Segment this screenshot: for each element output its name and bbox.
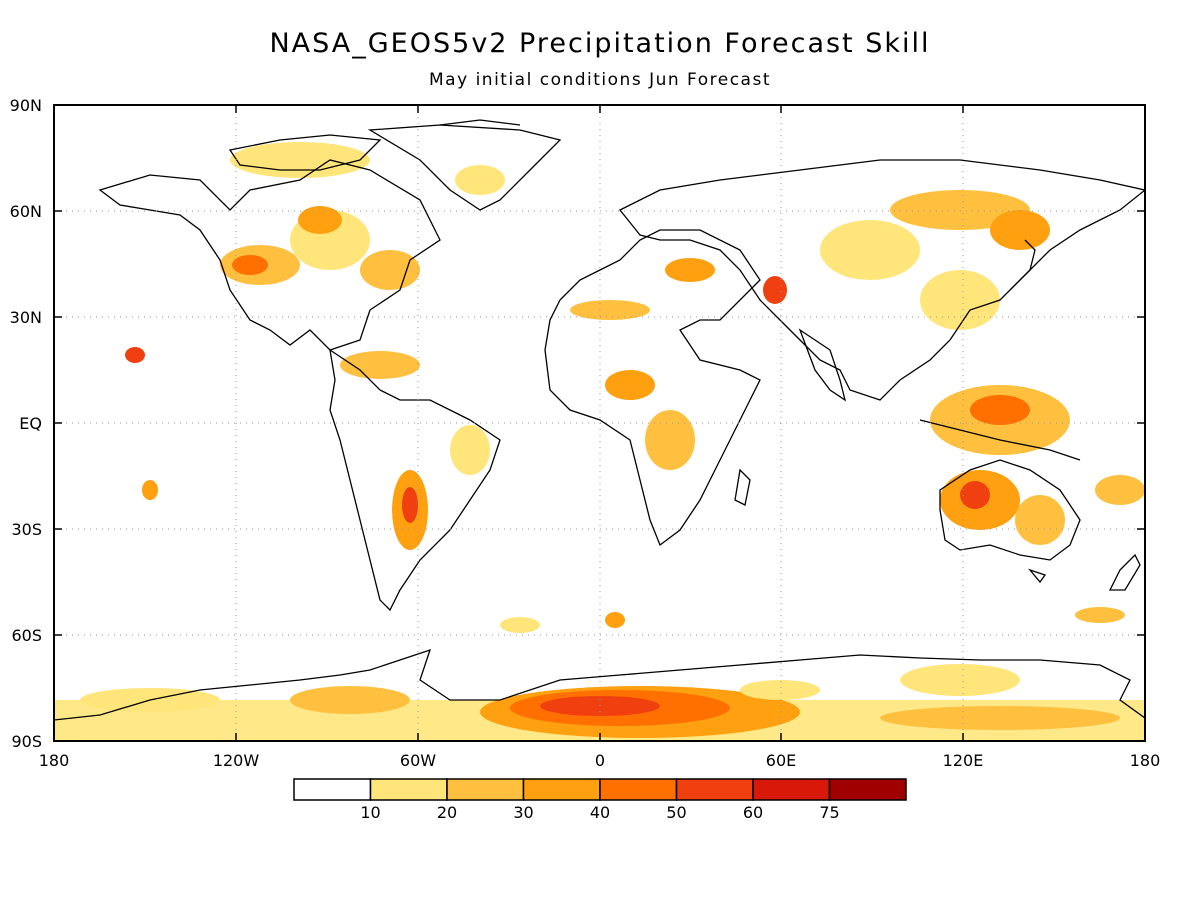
legend-swatch — [675, 778, 754, 801]
lat-label: 90S — [11, 732, 42, 751]
lon-label: 60E — [766, 751, 796, 770]
legend-swatch — [446, 778, 525, 801]
lat-label: 60S — [11, 626, 42, 645]
legend-label: 50 — [666, 803, 686, 822]
lat-label: 90N — [10, 96, 42, 115]
axis-ticks — [54, 105, 1145, 741]
legend-label: 30 — [513, 803, 533, 822]
legend-swatch — [828, 778, 907, 801]
legend-label: 10 — [360, 803, 380, 822]
legend-label: 60 — [743, 803, 763, 822]
lon-label: 120E — [943, 751, 984, 770]
lat-label: 30S — [11, 520, 42, 539]
lon-labels: 180 120W 60W 0 60E 120E 180 — [39, 751, 1161, 770]
lon-label: 0 — [595, 751, 605, 770]
lon-label: 180 — [1130, 751, 1161, 770]
legend-swatch — [293, 778, 372, 801]
lat-label: 60N — [10, 202, 42, 221]
legend-swatch — [599, 778, 678, 801]
legend-colorbar: 10 20 30 40 50 60 75 — [293, 778, 907, 822]
legend-swatch — [369, 778, 448, 801]
lon-label: 60W — [400, 751, 436, 770]
lon-label: 120W — [213, 751, 260, 770]
lat-label: EQ — [19, 414, 42, 433]
legend-label: 20 — [437, 803, 457, 822]
lon-label: 180 — [39, 751, 70, 770]
graticule — [54, 105, 1145, 741]
map-subtitle: May initial conditions Jun Forecast — [429, 70, 771, 90]
coastlines — [54, 119, 1145, 721]
legend-swatch — [752, 778, 831, 801]
lat-label: 30N — [10, 308, 42, 327]
map-title: NASA_GEOS5v2 Precipitation Forecast Skil… — [269, 28, 931, 59]
legend-label: 75 — [819, 803, 839, 822]
legend-label: 40 — [590, 803, 610, 822]
legend-swatch — [522, 778, 601, 801]
lat-labels: 90N 60N 30N EQ 30S 60S 90S — [10, 96, 42, 751]
